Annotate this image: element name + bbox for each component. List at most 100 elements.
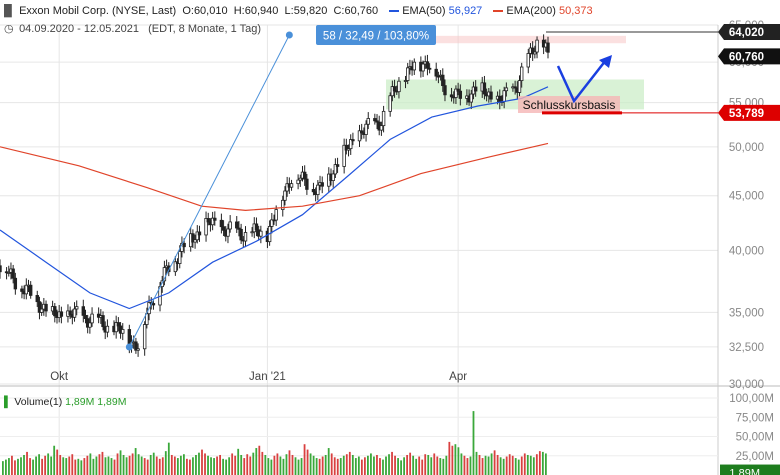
volume-bar — [119, 450, 122, 475]
candle-body — [243, 232, 248, 242]
support-label-bg — [518, 96, 620, 113]
volume-bar — [62, 457, 65, 475]
volume-bar — [330, 453, 333, 475]
candle-body — [206, 218, 210, 223]
low-value: 59,820 — [293, 5, 328, 17]
volume-bar — [282, 458, 285, 475]
y-tick-label: 50,000 — [729, 142, 764, 154]
candle-body — [11, 268, 15, 279]
candle-body — [151, 303, 156, 306]
volume-bar — [427, 454, 430, 475]
volume-bar — [44, 455, 47, 475]
volume-bar — [409, 452, 412, 475]
volume-bar — [38, 454, 40, 475]
volume-bar — [23, 454, 25, 475]
volume-bar — [17, 458, 19, 475]
chart-title: Exxon Mobil Corp. (NYSE, Last) — [19, 5, 177, 17]
volume-bar — [505, 456, 508, 475]
candle-body — [68, 310, 72, 315]
volume-bar — [394, 455, 396, 475]
volume-bar — [176, 458, 179, 475]
volume-bar — [430, 457, 433, 475]
candle-body — [412, 61, 416, 71]
candle-body — [364, 123, 368, 135]
volume-bar — [379, 458, 381, 475]
resistance-zone — [386, 35, 626, 44]
candle-body — [381, 110, 386, 127]
volume-bar — [478, 454, 481, 475]
volume-bar — [523, 453, 526, 475]
volume-bar — [41, 458, 44, 475]
candle-body — [213, 217, 217, 221]
volume-bar — [285, 454, 288, 475]
volume-bar — [541, 451, 544, 475]
volume-bar — [309, 453, 312, 475]
candle-body — [37, 301, 42, 313]
candle-body — [20, 288, 24, 292]
volume-bar — [53, 445, 56, 475]
volume-bar — [231, 453, 234, 475]
volume-bar — [137, 454, 140, 475]
chart-header: █ Exxon Mobil Corp. (NYSE, Last) O:60,01… — [4, 5, 593, 17]
volume-bar — [363, 457, 366, 475]
volume-tick-label: 100,00M — [729, 393, 774, 405]
volume-bar — [496, 454, 499, 475]
candle-body — [173, 261, 178, 273]
candle-body — [226, 228, 230, 237]
candle-body — [454, 88, 458, 98]
volume-bar — [192, 457, 194, 475]
candle-body — [425, 61, 430, 69]
volume-bar — [433, 453, 436, 475]
volume-bar — [167, 442, 170, 475]
volume-value-2: 1,89M — [97, 396, 127, 408]
candle-body — [53, 306, 57, 317]
candle-body — [121, 329, 125, 334]
volume-bar — [92, 458, 95, 475]
volume-bar — [315, 458, 318, 475]
candle-body — [39, 308, 44, 313]
ema50-label: EMA(50) — [402, 5, 446, 17]
candle-body — [489, 91, 493, 100]
ema200-value: 50,373 — [558, 5, 593, 17]
volume-bar — [354, 458, 357, 475]
volume-bar — [532, 457, 535, 475]
candle-body — [441, 74, 445, 87]
candle-body — [346, 148, 351, 151]
candle-body — [333, 164, 338, 175]
volume-bar — [370, 453, 372, 475]
candle-body — [546, 42, 550, 53]
candle-body — [162, 267, 167, 282]
volume-bar — [161, 457, 164, 475]
candle-body — [331, 173, 335, 181]
candle-body — [197, 231, 202, 236]
volume-bar — [357, 456, 360, 475]
price-badge — [718, 48, 780, 65]
y-tick-label: 32,500 — [729, 342, 764, 354]
volume-bar — [303, 444, 306, 475]
candle-body — [88, 322, 92, 328]
volume-bar — [237, 448, 240, 475]
y-tick-label: 35,000 — [729, 307, 764, 319]
volume-bar — [520, 456, 523, 475]
volume-bar — [300, 458, 303, 475]
candle-body — [335, 164, 340, 167]
candle-body — [134, 341, 138, 351]
candle-body — [320, 182, 324, 187]
volume-bar — [451, 445, 454, 475]
volume-bar — [490, 453, 493, 475]
candle-body — [473, 86, 478, 92]
volume-bar — [143, 458, 146, 475]
candle-body — [142, 324, 147, 350]
volume-bar — [385, 456, 387, 475]
candle-body — [434, 68, 438, 77]
candle-body — [116, 322, 121, 327]
volume-bar — [264, 454, 267, 475]
candle-body — [204, 218, 208, 236]
volume-bar — [216, 456, 218, 475]
candle-body — [193, 239, 197, 243]
volume-bar — [5, 459, 7, 475]
volume-bar — [297, 459, 300, 475]
candle-body — [75, 306, 79, 310]
candle-body — [237, 227, 241, 230]
high-value: 60,940 — [244, 5, 279, 17]
